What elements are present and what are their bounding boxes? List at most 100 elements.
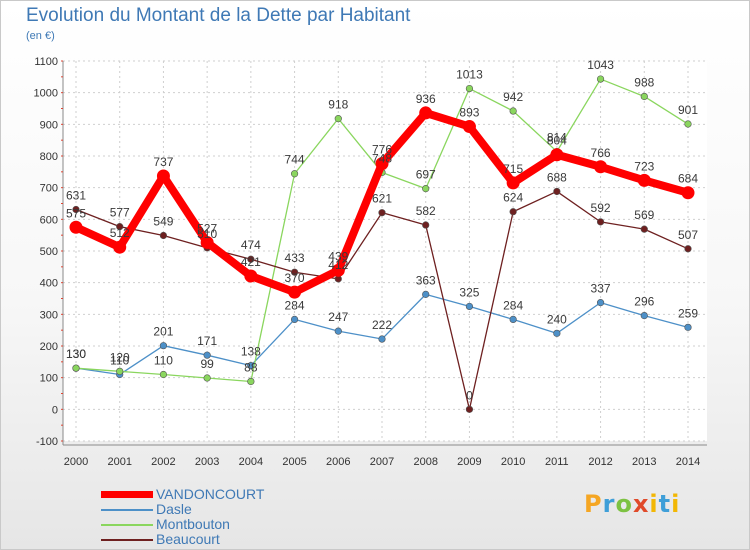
data-point: [594, 160, 608, 174]
x-tick-label: 2009: [457, 456, 481, 468]
data-point: [596, 75, 605, 83]
x-tick-label: 2010: [501, 456, 525, 468]
data-point: [247, 377, 255, 386]
data-label: 201: [153, 325, 173, 339]
data-label: 0: [466, 388, 473, 402]
data-label: 296: [634, 295, 654, 309]
y-tick-label: 700: [40, 183, 58, 195]
data-point: [159, 370, 168, 379]
data-label: 804: [547, 134, 567, 148]
data-point: [331, 263, 345, 277]
data-point: [681, 186, 695, 200]
legend-swatch: [101, 523, 153, 526]
y-tick-label: 1100: [34, 56, 58, 68]
y-tick-label: 300: [40, 309, 58, 321]
x-tick-label: 2014: [676, 456, 700, 468]
data-point: [637, 173, 651, 187]
y-tick-label: 800: [40, 151, 58, 163]
x-tick-label: 2012: [588, 456, 612, 468]
data-point: [422, 185, 430, 193]
data-label: 439: [328, 249, 348, 263]
data-point: [203, 351, 211, 359]
legend-item-dasle: Dasle: [101, 502, 264, 517]
x-tick-label: 2007: [370, 456, 394, 468]
legend-item-beaucourt: Beaucourt: [101, 532, 264, 547]
legend-swatch: [101, 538, 153, 541]
y-tick-label: 500: [40, 246, 58, 258]
chart-subtitle: (en €): [26, 30, 55, 42]
data-label: 737: [153, 155, 173, 169]
data-point: [596, 218, 605, 226]
x-tick-label: 2003: [195, 456, 219, 468]
x-tick-label: 2008: [413, 456, 437, 468]
data-point: [72, 205, 80, 214]
chart-title: Evolution du Montant de la Dette par Hab…: [26, 5, 411, 26]
data-point: [684, 323, 692, 331]
data-point: [203, 374, 211, 382]
data-point: [509, 107, 517, 115]
data-point: [116, 367, 124, 375]
data-label: 433: [285, 251, 305, 265]
data-label: 120: [110, 350, 130, 364]
data-label: 569: [634, 208, 654, 222]
series-dasle: [72, 290, 692, 379]
data-label: 171: [197, 334, 217, 348]
data-point: [244, 269, 258, 283]
data-label: 936: [416, 92, 436, 106]
data-label: 138: [241, 345, 261, 359]
data-point: [465, 302, 474, 311]
x-tick-label: 2006: [326, 456, 350, 468]
x-tick-label: 2013: [632, 456, 656, 468]
data-label: 988: [634, 75, 654, 89]
data-point: [553, 187, 561, 196]
data-point: [69, 220, 83, 234]
data-point: [509, 315, 517, 324]
x-tick-label: 2002: [151, 456, 175, 468]
data-point: [116, 223, 124, 231]
data-point: [200, 235, 214, 249]
data-point: [247, 255, 255, 263]
data-label: 766: [591, 146, 611, 160]
legend-label: Montbouton: [156, 516, 230, 532]
data-label: 918: [328, 98, 348, 112]
legend-item-vandoncourt: VANDONCOURT: [101, 487, 264, 502]
legend-label: Dasle: [156, 501, 192, 517]
y-tick-label: 400: [40, 278, 58, 290]
data-point: [506, 176, 520, 190]
data-point: [156, 169, 170, 183]
x-tick-label: 2005: [282, 456, 306, 468]
data-point: [509, 208, 517, 216]
data-label: 776: [372, 143, 392, 157]
data-label: 363: [416, 273, 436, 287]
y-tick-label: -100: [36, 436, 58, 448]
x-tick-label: 2011: [545, 456, 569, 468]
data-label: 631: [66, 189, 86, 203]
data-point: [465, 405, 474, 413]
data-label: 577: [110, 206, 130, 220]
data-point: [334, 327, 342, 335]
legend-item-montbouton: Montbouton: [101, 517, 264, 532]
data-point: [290, 268, 299, 276]
data-point: [378, 209, 386, 217]
data-point: [72, 364, 80, 372]
data-point: [422, 221, 430, 229]
data-label: 624: [503, 191, 523, 205]
data-label: 1043: [587, 58, 614, 72]
data-label: 744: [285, 153, 305, 167]
data-label: 130: [66, 347, 86, 361]
data-label: 325: [459, 285, 479, 299]
data-label: 512: [110, 226, 130, 240]
data-label: 284: [285, 298, 305, 312]
data-point: [419, 106, 433, 120]
data-label: 421: [241, 255, 261, 269]
data-point: [684, 120, 692, 128]
data-point: [596, 299, 605, 307]
x-tick-label: 2001: [107, 456, 131, 468]
data-point: [334, 115, 342, 123]
data-label: 575: [66, 206, 86, 220]
data-point: [553, 329, 561, 337]
data-label: 814: [547, 131, 567, 145]
data-label: 549: [153, 214, 173, 228]
data-point: [290, 315, 299, 324]
